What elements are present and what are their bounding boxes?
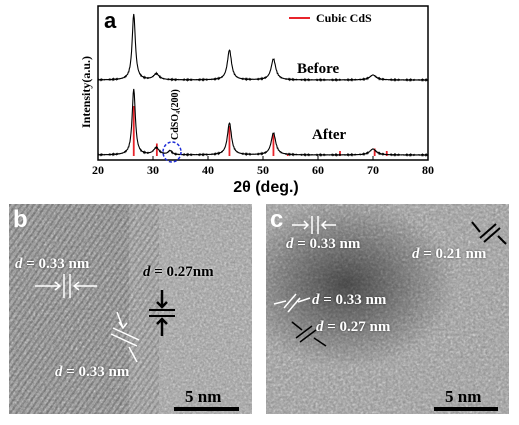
d-value: = 0.21 nm [419, 246, 487, 262]
traces [97, 13, 429, 157]
y-axis-label: Intensity(a.u.) [79, 56, 93, 128]
d-symbol: d [312, 292, 320, 308]
d-spacing-label: d = 0.27 nm [316, 319, 390, 335]
d-spacing-label: d = 0.21 nm [412, 246, 486, 262]
d-value: = 0.33 nm [319, 292, 387, 308]
d-symbol: d [316, 319, 324, 335]
d-value: = 0.33 nm [62, 364, 130, 380]
x-tick-label: 40 [202, 163, 214, 177]
d-value: = 0.27 nm [323, 319, 391, 335]
d-value: = 0.33 nm [293, 236, 361, 252]
tem-panel-b: b d = 0.33 nm d = 0.27nm d = 0.33 nm 5 n… [9, 204, 252, 414]
d-value: = 0.33 nm [22, 256, 90, 272]
xrd-trace-after [97, 88, 429, 157]
d-spacing-label: d = 0.33 nm [55, 364, 129, 380]
panel-a-label: a [104, 8, 117, 33]
d-spacing-label: d = 0.33 nm [312, 292, 386, 308]
d-spacing-label: d = 0.33 nm [286, 236, 360, 252]
x-ticks: 20 30 40 50 60 70 80 [92, 156, 434, 177]
panel-b-label: b [13, 206, 28, 233]
tem-panel-c: c d = 0.33 nm d = 0.21 nm d = 0.33 nm d … [266, 204, 509, 414]
d-value: = 0.27nm [150, 264, 214, 280]
xrd-chart: 20 30 40 50 60 70 80 Cubic CdS a Before After … [79, 5, 434, 196]
x-axis-label: 2θ (deg.) [233, 179, 299, 196]
x-tick-label: 50 [257, 163, 269, 177]
after-label: After [312, 127, 346, 143]
xrd-trace-before [97, 13, 429, 83]
d-spacing-label: d = 0.27nm [143, 264, 214, 280]
tem-texture-b [9, 204, 252, 414]
x-tick-label: 70 [367, 163, 379, 177]
d-spacing-label: d = 0.33 nm [15, 256, 89, 272]
plot-frame [97, 5, 429, 161]
x-tick-label: 30 [147, 163, 159, 177]
tem-texture-c [266, 204, 509, 414]
before-label: Before [297, 61, 340, 77]
x-tick-label: 20 [92, 163, 104, 177]
d-symbol: d [143, 264, 151, 280]
xrd-plot-area: 20 30 40 50 60 70 80 [92, 5, 434, 177]
d-symbol: d [412, 246, 420, 262]
cdso4-annotation: CdSO₄(200) [170, 89, 181, 140]
lattice-markers-b [35, 274, 175, 363]
scale-label: 5 nm [185, 387, 222, 406]
legend-label: Cubic CdS [316, 11, 372, 25]
x-tick-label: 80 [422, 163, 434, 177]
d-symbol: d [286, 236, 294, 252]
scale-label: 5 nm [445, 387, 482, 406]
d-symbol: d [55, 364, 63, 380]
lattice-markers-c [273, 216, 507, 347]
d-symbol: d [15, 256, 23, 272]
scale-bar [174, 407, 239, 411]
scale-bar [434, 407, 498, 411]
cdso4-circle [162, 141, 182, 163]
x-tick-label: 60 [312, 163, 324, 177]
panel-c-label: c [270, 206, 284, 233]
